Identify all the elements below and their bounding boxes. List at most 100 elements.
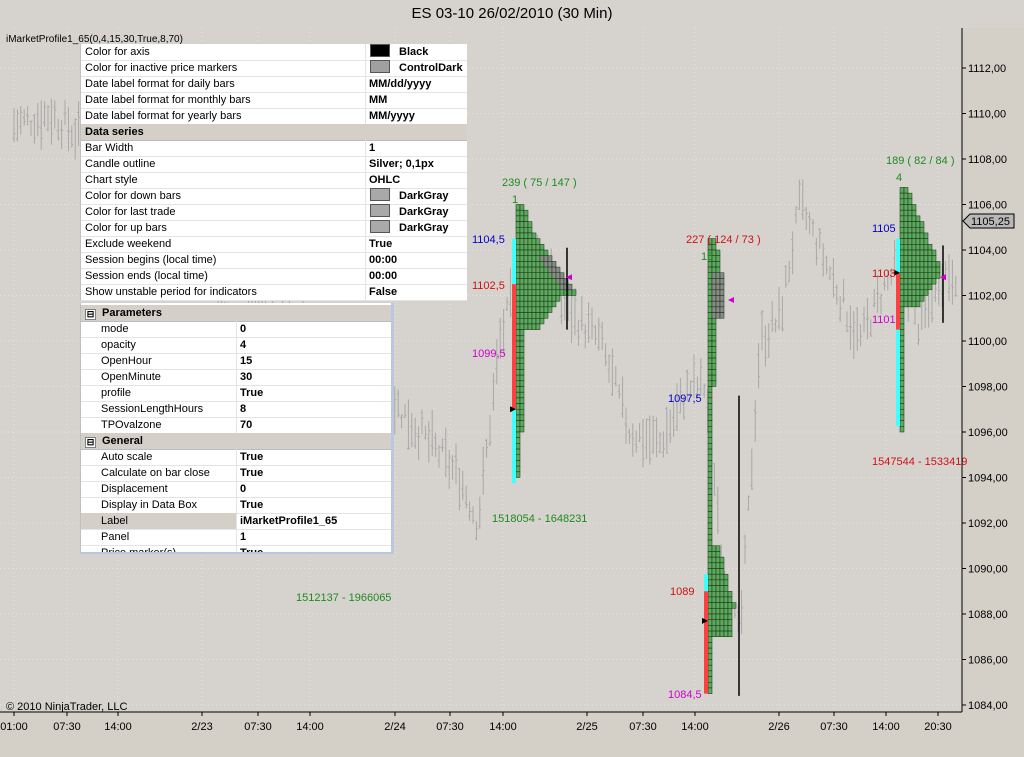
property-value[interactable]: False <box>365 284 467 300</box>
property-row[interactable]: SessionLengthHours 8 <box>81 401 391 418</box>
indicator-properties-grid[interactable]: ⊟ Parameters mode 0 opacity 4 OpenHour 15 OpenMi… <box>80 303 394 554</box>
property-value[interactable]: Black <box>365 44 467 60</box>
color-swatch <box>370 188 390 201</box>
property-name: Bar Width <box>85 142 134 154</box>
property-name: Displacement <box>101 483 168 495</box>
property-value[interactable]: 1 <box>236 529 391 545</box>
time-axis[interactable]: 01:00 07:30 14:00 2/23 07:30 14:00 2/24 07:30 14… <box>0 712 952 733</box>
property-value[interactable]: DarkGray <box>365 220 467 236</box>
property-row[interactable]: Color for last trade DarkGray <box>81 204 467 221</box>
property-row[interactable]: Show unstable period for indicators False <box>81 284 467 301</box>
property-name: Calculate on bar close <box>101 467 210 479</box>
property-value[interactable]: 00:00 <box>365 268 467 284</box>
tpo-cell <box>719 562 725 569</box>
property-category[interactable]: ⊟ General <box>81 433 391 450</box>
tpo-cell <box>531 283 537 291</box>
property-value[interactable]: 4 <box>236 337 391 353</box>
property-value[interactable]: DarkGray <box>365 188 467 204</box>
property-value[interactable]: 1 <box>365 140 467 156</box>
tpo-cell <box>531 244 537 251</box>
property-value[interactable]: MM <box>365 92 467 108</box>
tpo-cell <box>531 289 537 296</box>
property-row[interactable]: TPOvalzone 70 <box>81 417 391 434</box>
tpo-cell <box>519 414 525 421</box>
property-value[interactable]: iMarketProfile1_65 <box>236 513 391 529</box>
tpo-cell <box>923 232 929 239</box>
profile-label: 1 <box>512 194 518 206</box>
tpo-cell <box>519 357 525 364</box>
property-value[interactable]: 70 <box>236 417 391 433</box>
property-row[interactable]: Calculate on bar close True <box>81 465 391 482</box>
property-row[interactable]: Display in Data Box True <box>81 497 391 514</box>
property-row[interactable]: Candle outline Silver; 0,1px <box>81 156 467 173</box>
tpo-cell <box>711 556 717 564</box>
tpo-cell <box>899 255 905 262</box>
property-row[interactable]: Label iMarketProfile1_65 <box>81 513 391 530</box>
property-value[interactable]: OHLC <box>365 172 467 188</box>
property-row[interactable]: OpenMinute 30 <box>81 369 391 386</box>
property-row[interactable]: Date label format for yearly bars MM/yyyy <box>81 108 467 125</box>
property-value[interactable]: True <box>236 449 391 465</box>
property-row[interactable]: mode 0 <box>81 321 391 338</box>
property-value[interactable]: ControlDark <box>365 60 467 76</box>
property-value[interactable]: 0 <box>236 321 391 337</box>
tpo-cell <box>931 249 937 256</box>
property-value[interactable]: True <box>236 497 391 513</box>
property-row[interactable]: Date label format for monthly bars MM <box>81 92 467 109</box>
tpo-cell <box>719 573 725 581</box>
property-row[interactable]: Session ends (local time) 00:00 <box>81 268 467 285</box>
chart-properties-grid[interactable]: Color for axis Black Color for inactive pr… <box>80 44 467 301</box>
property-value[interactable]: MM/yyyy <box>365 108 467 124</box>
property-category[interactable]: ⊟ Parameters <box>81 305 391 322</box>
property-category[interactable]: Data series <box>81 124 467 141</box>
property-row[interactable]: profile True <box>81 385 391 402</box>
property-row[interactable]: Exclude weekend True <box>81 236 467 253</box>
property-row[interactable]: OpenHour 15 <box>81 353 391 370</box>
property-value[interactable]: DarkGray <box>365 204 467 220</box>
property-value[interactable]: 0 <box>236 481 391 497</box>
tpo-cell <box>715 249 721 256</box>
tpo-cell <box>535 318 541 325</box>
property-row[interactable]: Auto scale True <box>81 449 391 466</box>
property-value[interactable]: 00:00 <box>365 252 467 268</box>
property-row[interactable]: Session begins (local time) 00:00 <box>81 252 467 269</box>
property-row[interactable]: Color for up bars DarkGray <box>81 220 467 237</box>
tpo-cell <box>515 465 521 473</box>
property-row[interactable]: Color for axis Black <box>81 44 467 61</box>
property-row[interactable]: opacity 4 <box>81 337 391 354</box>
tpo-cell <box>519 283 525 291</box>
collapse-toggle-icon[interactable]: ⊟ <box>85 309 96 320</box>
price-axis[interactable]: 1112,00 1110,00 1108,00 1106,00 1104,00 1102,… <box>962 63 1008 712</box>
property-name: Color for last trade <box>85 206 176 218</box>
property-row[interactable]: Bar Width 1 <box>81 140 467 157</box>
property-row[interactable]: Color for inactive price markers ControlD… <box>81 60 467 77</box>
tpo-cell <box>519 335 525 342</box>
property-row[interactable]: Chart style OHLC <box>81 172 467 189</box>
property-value[interactable]: Silver; 0,1px <box>365 156 467 172</box>
property-value[interactable]: 15 <box>236 353 391 369</box>
property-value[interactable]: MM/dd/yyyy <box>365 76 467 92</box>
tpo-cell <box>531 278 537 285</box>
property-value[interactable]: 8 <box>236 401 391 417</box>
tpo-cell <box>715 630 721 637</box>
collapse-toggle-icon[interactable]: ⊟ <box>85 437 96 448</box>
property-value[interactable]: True <box>236 385 391 401</box>
property-value[interactable]: True <box>236 465 391 481</box>
tpo-cell <box>707 437 713 444</box>
tpo-cell <box>715 272 721 279</box>
tpo-cell <box>911 215 917 222</box>
tpo-cell <box>715 266 721 273</box>
tpo-cell <box>907 295 913 302</box>
tpo-cell <box>899 335 905 342</box>
property-row[interactable]: Panel 1 <box>81 529 391 546</box>
property-value[interactable]: 30 <box>236 369 391 385</box>
property-row[interactable]: Date label format for daily bars MM/dd/yy… <box>81 76 467 93</box>
tpo-cell <box>911 209 917 217</box>
property-row[interactable]: Displacement 0 <box>81 481 391 498</box>
tpo-cell <box>711 329 717 336</box>
property-value[interactable]: True <box>365 236 467 252</box>
property-value[interactable]: True <box>236 545 391 552</box>
property-row[interactable]: Color for down bars DarkGray <box>81 188 467 205</box>
property-row[interactable]: Price marker(s) True <box>81 545 391 552</box>
tpo-cell <box>903 232 909 239</box>
